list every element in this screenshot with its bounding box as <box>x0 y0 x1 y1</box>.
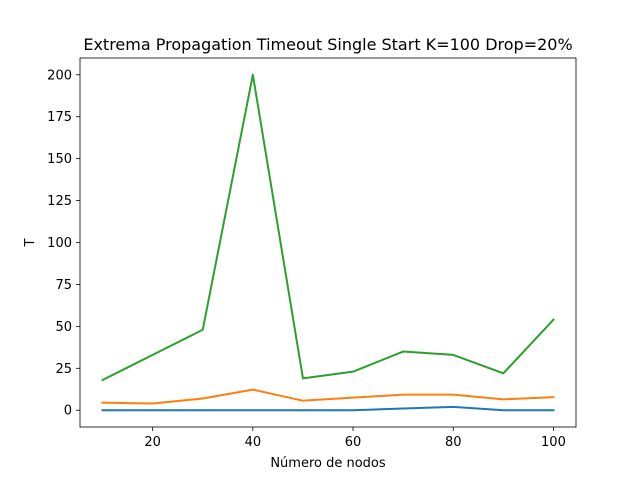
series-layer <box>101 73 555 412</box>
series-line-3 <box>101 73 555 382</box>
series-line-2 <box>101 388 555 405</box>
ticks-layer: 20 40 60 80 100 0 25 50 75 100 125 150 175 200 <box>47 68 566 450</box>
series-line-1 <box>101 405 555 412</box>
plot-frame <box>79 57 577 428</box>
y-tick-label: 0 <box>64 404 72 419</box>
x-tick-label: 20 <box>144 435 161 450</box>
x-axis-label: Número de nodos <box>270 456 386 471</box>
x-tick-label: 100 <box>541 435 566 450</box>
y-tick-label: 175 <box>47 110 72 125</box>
x-tick-label: 80 <box>445 435 462 450</box>
chart-title: Extrema Propagation Timeout Single Start… <box>83 35 572 54</box>
y-tick-label: 75 <box>55 278 72 293</box>
y-tick-label: 150 <box>47 152 72 167</box>
y-tick-label: 200 <box>47 68 72 83</box>
y-tick-label: 100 <box>47 236 72 251</box>
x-tick-label: 60 <box>345 435 362 450</box>
y-axis-label: T <box>23 238 38 247</box>
y-tick-label: 50 <box>55 320 72 335</box>
y-tick-label: 125 <box>47 194 72 209</box>
x-tick-label: 40 <box>245 435 262 450</box>
y-tick-label: 25 <box>55 362 72 377</box>
